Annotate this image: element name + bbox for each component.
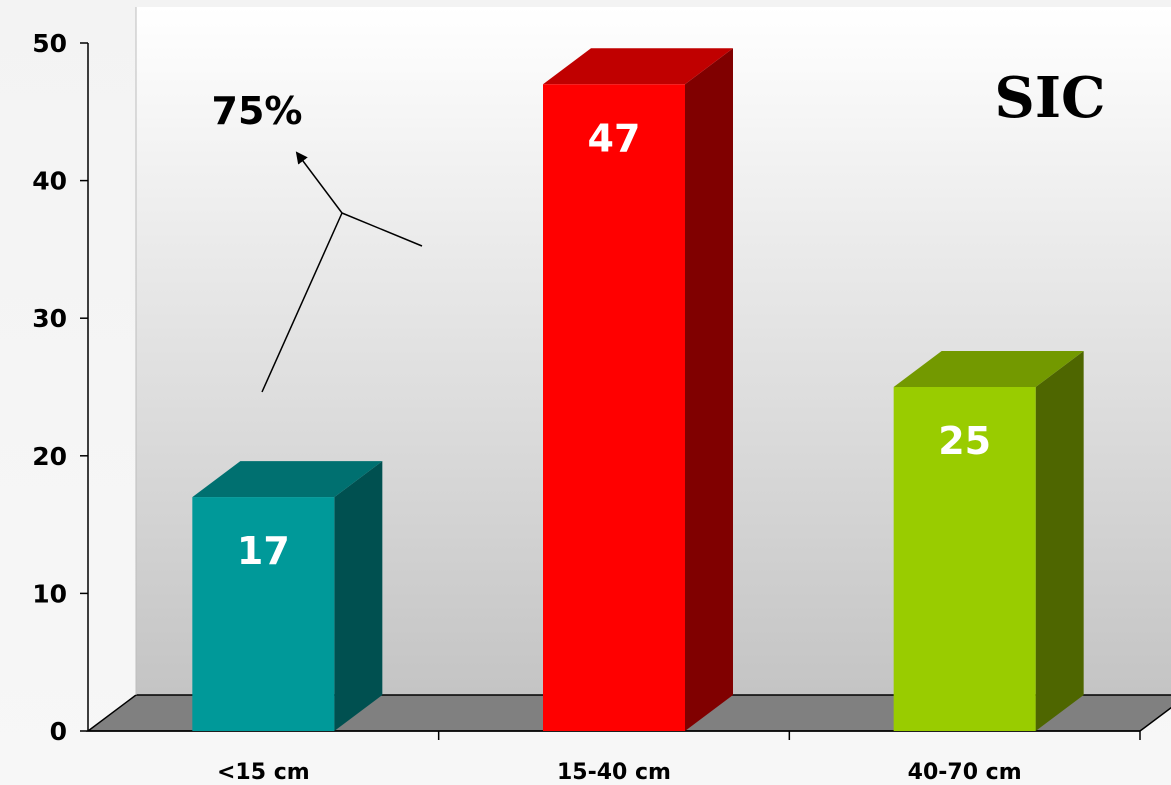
bar-front (192, 497, 335, 731)
bar-data-labels: 17 47 25 (237, 116, 991, 573)
y-tick-label: 10 (32, 579, 67, 608)
bar-front (543, 84, 685, 731)
y-tick-labels: 0 10 20 30 40 50 (32, 29, 67, 746)
x-tick-labels: <15 cm 15-40 cm 40-70 cm (217, 760, 1022, 785)
bar-top (893, 351, 1084, 387)
annotation-line-bar2 (341, 212, 423, 247)
x-tick-label: 15-40 cm (557, 760, 671, 785)
bar-top (543, 48, 733, 85)
y-tick-label: 40 (32, 167, 67, 196)
bar (192, 461, 383, 731)
y-tick-label: 50 (32, 29, 67, 58)
bar-side (685, 48, 733, 731)
y-tick-label: 0 (50, 717, 67, 746)
annotation-text: 75% (212, 89, 303, 133)
bar (543, 48, 733, 731)
annotation-arrow (295, 151, 343, 214)
bar (893, 351, 1084, 731)
bar-side (334, 461, 383, 731)
x-tick-label: 40-70 cm (908, 760, 1022, 785)
chart-title: SIC (994, 65, 1105, 131)
bar-data-label: 17 (237, 529, 290, 573)
bar-data-label: 25 (938, 419, 991, 463)
annotation-line-bar1 (261, 212, 343, 393)
y-tick-label: 30 (32, 304, 67, 333)
bar-front (893, 387, 1036, 731)
y-tick-label: 20 (32, 442, 67, 471)
bar-data-label: 47 (588, 116, 641, 160)
bar-top (192, 461, 383, 498)
x-tick-label: <15 cm (217, 760, 310, 785)
annotation-75-percent: 75% (212, 89, 423, 393)
bars (192, 48, 1084, 731)
bar-side (1035, 351, 1084, 731)
